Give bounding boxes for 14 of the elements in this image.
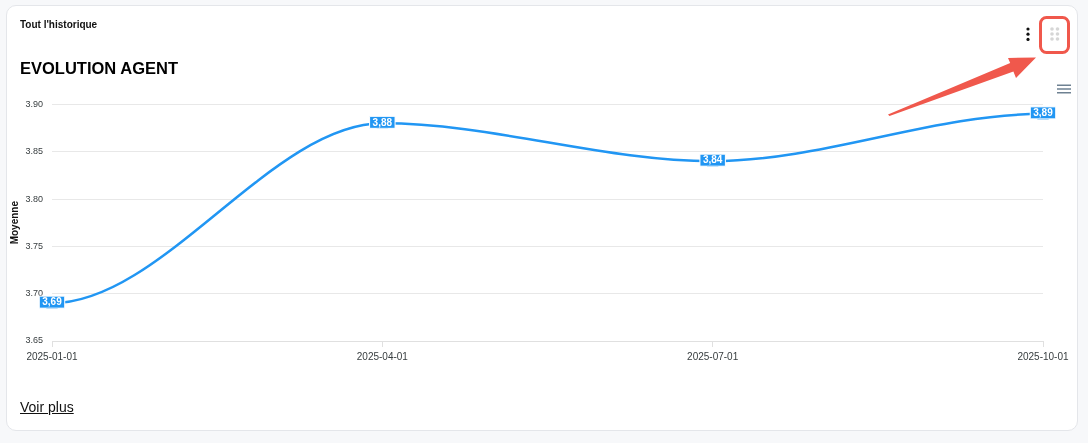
y-tick-label: 3.80 bbox=[25, 193, 43, 204]
chart-subtitle: Tout l'historique bbox=[20, 19, 98, 31]
y-tick-label: 3.75 bbox=[25, 240, 43, 251]
chart-title: EVOLUTION AGENT bbox=[20, 58, 178, 78]
y-tick-label: 3.65 bbox=[25, 335, 43, 346]
x-tick-label: 2025-07-01 bbox=[687, 350, 739, 362]
y-tick-label: 3.90 bbox=[25, 98, 43, 109]
x-tick-label: 2025-10-01 bbox=[1017, 350, 1070, 362]
y-tick-label: 3.85 bbox=[25, 146, 43, 157]
text: Voir plus bbox=[20, 399, 74, 415]
y-tick-label: 3.70 bbox=[25, 288, 43, 299]
x-tick-label: 2025-04-01 bbox=[356, 350, 409, 362]
x-tick-label: 2025-01-01 bbox=[26, 350, 79, 362]
y-axis-title: Moyenne bbox=[8, 200, 20, 245]
